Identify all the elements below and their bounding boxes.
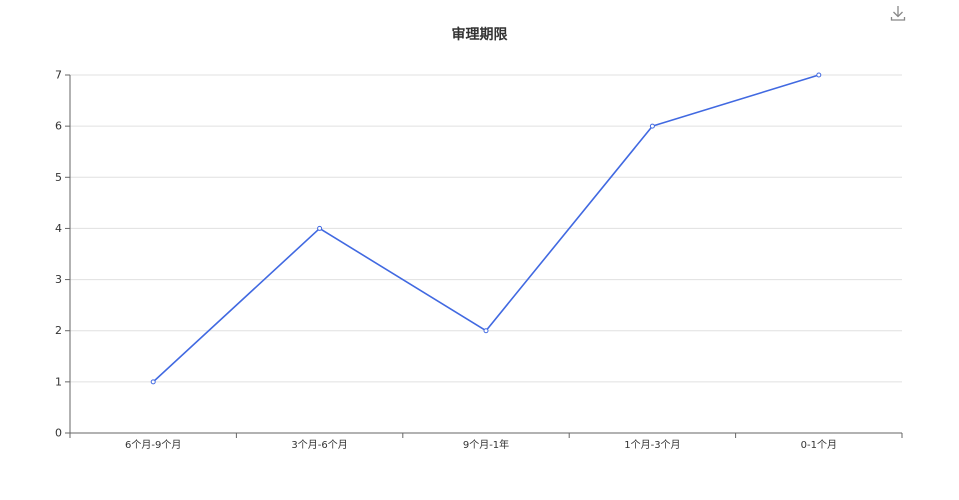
x-tick-label: 6个月-9个月 [125,439,181,451]
x-tick-label: 3个月-6个月 [291,439,347,451]
data-point [150,379,156,385]
download-button[interactable] [889,4,907,22]
y-tick-label: 5 [55,171,62,184]
chart-title: 审理期限 [451,27,508,43]
data-point [483,328,489,334]
x-tick-label: 1个月-3个月 [624,439,680,451]
data-point [649,123,655,129]
y-tick-label: 7 [55,69,62,82]
y-tick-label: 0 [55,427,62,440]
x-tick-label: 0-1个月 [801,439,837,451]
y-tick-label: 4 [55,222,62,235]
y-tick-label: 3 [55,273,62,286]
y-tick-label: 6 [55,120,62,133]
y-tick-label: 2 [55,324,62,337]
x-tick-label: 9个月-1年 [463,438,509,451]
data-point [317,225,323,231]
download-icon [890,6,906,21]
y-tick-label: 1 [55,375,62,388]
data-point [816,72,822,78]
